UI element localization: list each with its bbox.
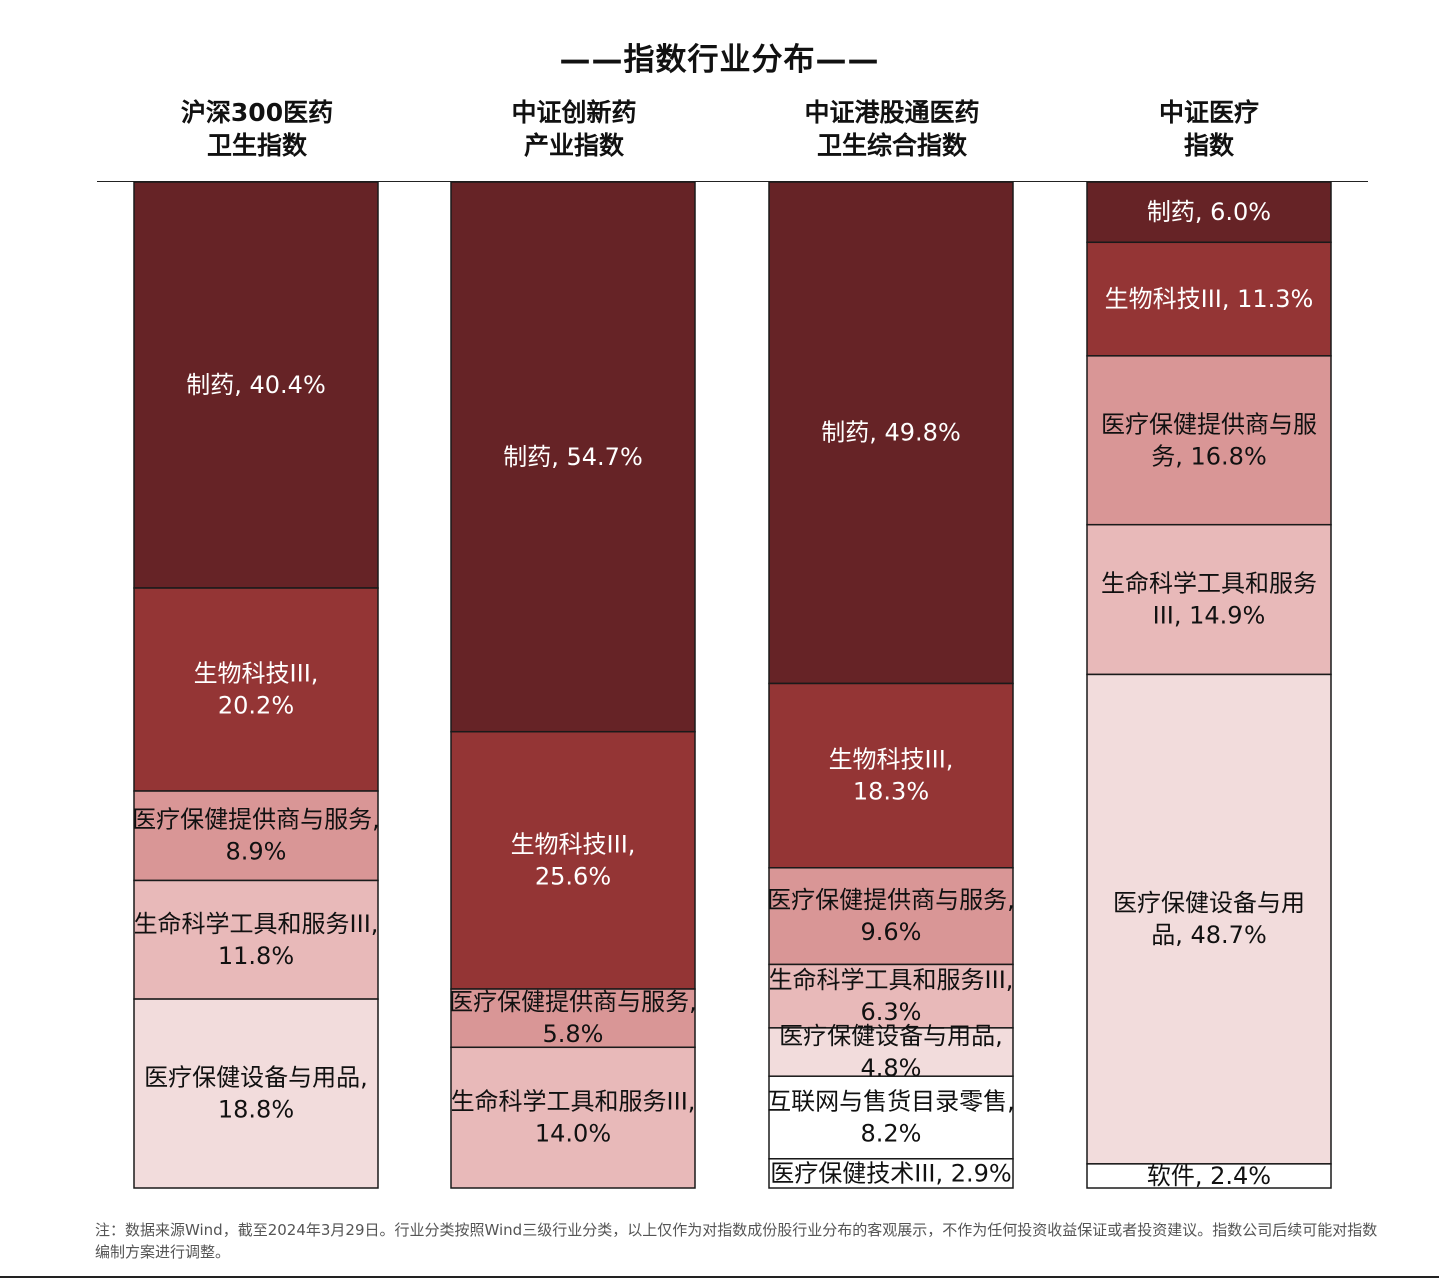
segment-data-label: 5.8% xyxy=(543,1020,604,1048)
segment-data-label: 医疗保健提供商与服务, xyxy=(449,988,697,1016)
column-header-hs300-health: 沪深300医药 卫生指数 xyxy=(107,96,407,162)
segment-data-label: 医疗保健提供商与服 xyxy=(1101,410,1317,438)
segment-data-label: 8.9% xyxy=(226,838,287,866)
segment-data-label: 医疗保健设备与用品, xyxy=(779,1022,1003,1050)
column-header-line: 卫生综合指数 xyxy=(816,131,967,160)
column-0: 制药, 40.4% 生物科技III, 20.2% 医疗保健提供商与服务, 8.9% 生命科… xyxy=(132,181,380,1189)
segment-data-label: 生命科学工具和服务III, xyxy=(451,1088,696,1116)
column-header-line: 产业指数 xyxy=(523,131,624,160)
column-header-hk-connect-health: 中证港股通医药 卫生综合指数 xyxy=(742,96,1042,162)
column-header-line: 沪深300医药 xyxy=(180,98,334,127)
segment-data-label: 制药, 6.0% xyxy=(1147,198,1271,226)
bar-segment xyxy=(450,730,696,990)
segment-data-label: 生物科技III, xyxy=(194,660,319,688)
column-header-line: 中证医疗 xyxy=(1158,98,1259,127)
segment-data-label: III, 14.9% xyxy=(1153,602,1266,630)
bar-segment xyxy=(133,790,379,882)
segment-data-label: 医疗保健设备与用 xyxy=(1113,889,1305,917)
bar-segment xyxy=(133,879,379,1000)
chart-title: ——指数行业分布—— xyxy=(559,42,880,78)
segment-data-label: 生物科技III, xyxy=(511,830,636,858)
segment-data-label: 医疗保健技术III, 2.9% xyxy=(770,1159,1011,1187)
column-header-line: 指数 xyxy=(1183,131,1234,160)
segment-data-label: 生命科学工具和服务III, xyxy=(769,966,1014,994)
bar-segment xyxy=(1086,523,1332,676)
segment-data-label: 14.0% xyxy=(535,1120,611,1148)
bar-segment xyxy=(768,963,1014,1029)
bar-segment xyxy=(133,998,379,1189)
column-3: 制药, 6.0% 生物科技III, 11.3% 医疗保健提供商与服务, 16.8% 生… xyxy=(1086,181,1332,1190)
bar-segment xyxy=(768,682,1014,869)
segment-data-label: 20.2% xyxy=(218,692,294,720)
segment-data-label: 25.6% xyxy=(535,862,611,890)
segment-data-label: 软件, 2.4% xyxy=(1147,1162,1271,1190)
segment-data-label: 互联网与售货目录零售, xyxy=(767,1088,1015,1116)
segment-data-label: 品, 48.7% xyxy=(1151,921,1267,949)
bar-segment xyxy=(1086,1163,1332,1189)
segment-data-label: 18.8% xyxy=(218,1096,294,1124)
column-header-line: 中证创新药 xyxy=(511,98,637,127)
segment-data-label: 医疗保健提供商与服务, xyxy=(132,806,380,834)
segment-data-label: 生命科学工具和服务III, xyxy=(134,910,379,938)
bar-segment xyxy=(768,867,1014,966)
segment-data-label: 6.3% xyxy=(861,998,922,1026)
bar-segment xyxy=(1086,673,1332,1165)
bar-segment xyxy=(133,181,379,589)
segment-data-label: 11.8% xyxy=(218,942,294,970)
bar-segment xyxy=(450,181,696,733)
segment-data-label: 18.3% xyxy=(853,778,929,806)
bar-segment xyxy=(768,1075,1014,1160)
column-1: 制药, 54.7% 生物科技III, 25.6% 医疗保健提供商与服务, 5.8% 生命科… xyxy=(449,181,697,1189)
bar-segment xyxy=(450,1046,696,1189)
bar-segment xyxy=(1086,355,1332,526)
bar-segment xyxy=(1086,181,1332,244)
segment-data-label: 务, 16.8% xyxy=(1151,442,1267,470)
bar-segment xyxy=(768,181,1014,685)
column-header-line: 中证港股通医药 xyxy=(804,98,980,127)
footnote: 注：数据来源Wind，截至2024年3月29日。行业分类按照Wind三级行业分类… xyxy=(95,1221,1378,1261)
bar-segment xyxy=(768,1158,1014,1189)
column-header-innovative-drug: 中证创新药 产业指数 xyxy=(424,96,724,162)
segment-data-label: 生物科技III, 11.3% xyxy=(1105,285,1314,313)
column-header-line: 卫生指数 xyxy=(206,131,307,160)
segment-data-label: 8.2% xyxy=(861,1120,922,1148)
bottom-divider xyxy=(0,1276,1439,1278)
segment-data-label: 制药, 54.7% xyxy=(503,443,643,471)
column-header-csi-medical: 中证医疗 指数 xyxy=(1059,96,1359,162)
segment-data-label: 医疗保健提供商与服务, xyxy=(767,886,1015,914)
segment-data-label: 医疗保健设备与用品, xyxy=(144,1064,368,1092)
segment-data-label: 9.6% xyxy=(861,918,922,946)
header-divider xyxy=(97,181,1368,182)
bar-segment xyxy=(133,587,379,792)
segment-data-label: 制药, 49.8% xyxy=(821,419,961,447)
column-2: 制药, 49.8% 生物科技III, 18.3% 医疗保健提供商与服务, 9.6% 生命科… xyxy=(767,181,1015,1189)
segment-data-label: 生命科学工具和服务 xyxy=(1101,570,1317,598)
bar-segment xyxy=(1086,241,1332,357)
stacked-bar-chart: 制药, 40.4% 生物科技III, 20.2% 医疗保健提供商与服务, 8.9% 生命科… xyxy=(132,181,1332,1190)
segment-data-label: 生物科技III, xyxy=(829,746,954,774)
segment-data-label: 制药, 40.4% xyxy=(186,371,326,399)
bar-segment xyxy=(450,988,696,1049)
